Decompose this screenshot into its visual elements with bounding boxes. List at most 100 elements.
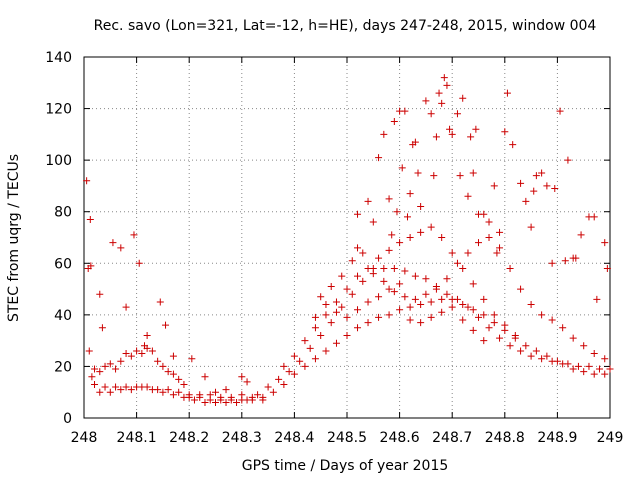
x-tick-label: 248.5 xyxy=(327,430,367,446)
data-point xyxy=(590,213,598,221)
data-point xyxy=(222,386,230,394)
data-point xyxy=(117,357,125,365)
data-point xyxy=(148,386,156,394)
y-axis-label: STEC from uqrg / TECUs xyxy=(6,154,22,322)
x-tick-label: 249 xyxy=(597,430,624,446)
data-point xyxy=(311,324,319,332)
data-point xyxy=(595,365,603,373)
data-point xyxy=(375,313,383,321)
data-point xyxy=(375,154,383,162)
data-point xyxy=(580,368,588,376)
data-point xyxy=(538,355,546,363)
data-point xyxy=(385,311,393,319)
data-point xyxy=(448,249,456,257)
data-point xyxy=(390,264,398,272)
data-point xyxy=(185,393,193,401)
data-point xyxy=(290,352,298,360)
data-point xyxy=(459,94,467,102)
y-tick-label: 40 xyxy=(54,308,72,324)
data-point xyxy=(206,391,214,399)
data-point xyxy=(169,352,177,360)
data-point xyxy=(406,234,414,241)
data-point xyxy=(212,388,219,396)
y-tick-label: 120 xyxy=(45,102,72,118)
data-point xyxy=(364,298,372,306)
data-point xyxy=(317,331,325,339)
data-point xyxy=(190,396,198,404)
y-tick-label: 20 xyxy=(54,359,72,375)
data-point xyxy=(175,375,183,383)
data-point xyxy=(201,399,209,407)
data-point xyxy=(435,89,443,97)
data-point xyxy=(98,324,106,332)
data-point xyxy=(385,246,393,254)
data-point xyxy=(275,375,283,383)
data-point xyxy=(91,380,99,388)
data-point xyxy=(96,368,104,376)
data-point xyxy=(532,172,540,180)
data-point xyxy=(517,179,525,187)
data-point xyxy=(380,264,388,272)
data-point xyxy=(280,362,288,370)
data-point xyxy=(551,185,559,193)
data-point xyxy=(290,370,298,378)
data-point xyxy=(406,316,414,324)
data-point xyxy=(459,301,467,309)
data-point xyxy=(317,293,325,301)
data-point xyxy=(490,319,498,327)
y-axis: 0 20 40 60 80 100 120 140 xyxy=(45,50,610,427)
data-point xyxy=(96,290,104,298)
data-point xyxy=(456,172,464,180)
data-point xyxy=(238,373,246,381)
data-point xyxy=(538,169,546,177)
data-point xyxy=(117,244,125,252)
data-point xyxy=(411,272,419,280)
data-point xyxy=(238,391,246,399)
data-point xyxy=(354,272,362,280)
data-point xyxy=(322,301,330,309)
x-tick-label: 248.7 xyxy=(432,430,472,446)
data-point xyxy=(301,362,309,370)
data-point xyxy=(453,259,461,267)
data-point xyxy=(601,370,609,378)
data-point xyxy=(527,301,535,309)
data-point xyxy=(311,313,319,321)
data-point xyxy=(393,208,401,216)
data-point xyxy=(133,347,141,355)
y-tick-label: 60 xyxy=(54,256,72,272)
data-point xyxy=(301,337,309,345)
data-point xyxy=(538,311,546,319)
data-point xyxy=(590,370,598,378)
data-point xyxy=(606,365,614,373)
data-point xyxy=(427,223,435,231)
data-point xyxy=(485,218,493,226)
data-point xyxy=(138,350,146,358)
data-point xyxy=(343,331,351,339)
data-point xyxy=(501,321,509,329)
data-point xyxy=(112,365,120,373)
data-point xyxy=(506,264,514,272)
data-point xyxy=(427,313,435,321)
data-point xyxy=(443,81,451,89)
x-tick-label: 248.6 xyxy=(380,430,420,446)
data-point xyxy=(517,347,525,355)
data-point xyxy=(127,352,135,360)
data-point xyxy=(464,192,472,200)
data-point xyxy=(332,298,340,306)
data-point xyxy=(101,362,109,370)
data-point xyxy=(480,337,488,345)
data-point xyxy=(354,210,362,218)
data-point xyxy=(464,249,472,257)
data-point xyxy=(354,324,362,332)
data-point xyxy=(343,285,351,293)
data-point xyxy=(154,357,162,365)
data-point xyxy=(543,352,551,360)
data-point xyxy=(453,110,461,118)
data-point xyxy=(432,133,440,141)
data-point xyxy=(88,373,96,381)
data-point xyxy=(269,388,277,396)
data-point xyxy=(417,301,425,309)
data-point xyxy=(422,97,430,105)
data-point xyxy=(503,89,511,97)
